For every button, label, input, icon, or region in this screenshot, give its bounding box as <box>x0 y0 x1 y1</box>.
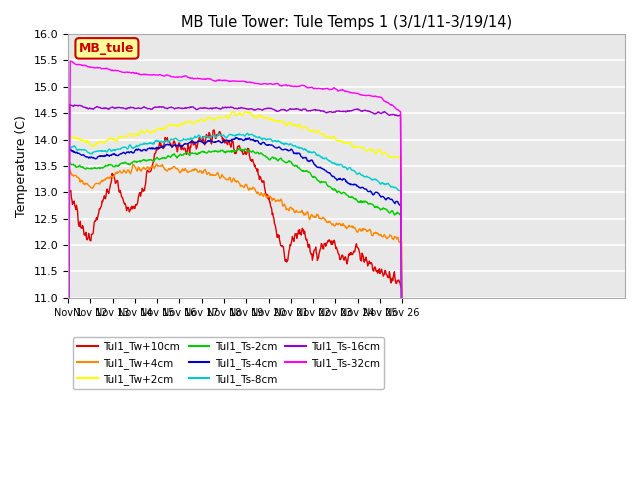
Tul1_Ts-4cm <box>262 142 269 147</box>
Line: Tul1_Ts-2cm: Tul1_Ts-2cm <box>68 148 402 480</box>
Tul1_Ts-16cm <box>64 433 72 439</box>
Tul1_Tw+2cm <box>262 115 269 121</box>
Tul1_Ts-2cm <box>150 159 158 165</box>
Tul1_Ts-2cm <box>288 161 296 167</box>
Tul1_Tw+10cm <box>288 238 296 244</box>
Tul1_Tw+10cm <box>216 129 223 134</box>
Line: Tul1_Tw+10cm: Tul1_Tw+10cm <box>68 130 402 480</box>
Tul1_Ts-2cm <box>262 153 269 159</box>
Tul1_Ts-16cm <box>262 106 269 112</box>
Tul1_Ts-16cm <box>216 106 223 111</box>
Tul1_Tw+4cm <box>398 400 406 406</box>
Tul1_Ts-2cm <box>398 478 406 480</box>
Tul1_Ts-2cm <box>235 145 243 151</box>
Tul1_Tw+10cm <box>316 246 324 252</box>
Tul1_Ts-4cm <box>398 472 406 478</box>
Tul1_Tw+4cm <box>216 176 223 181</box>
Tul1_Tw+2cm <box>398 443 406 449</box>
Text: MB_tule: MB_tule <box>79 42 134 55</box>
Tul1_Tw+2cm <box>316 131 324 136</box>
Tul1_Ts-2cm <box>64 448 72 454</box>
Tul1_Tw+4cm <box>153 161 161 167</box>
Tul1_Ts-4cm <box>150 145 158 151</box>
Tul1_Tw+4cm <box>288 206 296 212</box>
Tul1_Ts-8cm <box>316 154 324 159</box>
Tul1_Ts-4cm <box>216 138 223 144</box>
Y-axis label: Temperature (C): Temperature (C) <box>15 115 28 217</box>
Tul1_Tw+10cm <box>210 127 218 133</box>
Tul1_Ts-32cm <box>398 397 406 403</box>
Tul1_Ts-8cm <box>262 137 269 143</box>
Tul1_Ts-8cm <box>216 132 223 137</box>
Tul1_Tw+2cm <box>124 133 131 139</box>
Tul1_Tw+10cm <box>150 156 158 161</box>
Tul1_Tw+4cm <box>124 168 131 173</box>
Tul1_Ts-4cm <box>64 439 72 445</box>
Tul1_Ts-16cm <box>288 107 296 112</box>
Tul1_Ts-2cm <box>316 180 324 186</box>
Tul1_Tw+2cm <box>288 121 296 127</box>
Tul1_Ts-8cm <box>243 131 251 136</box>
Tul1_Ts-32cm <box>262 81 269 86</box>
Line: Tul1_Ts-8cm: Tul1_Ts-8cm <box>68 133 402 466</box>
Tul1_Tw+2cm <box>150 128 158 134</box>
Tul1_Ts-32cm <box>124 70 132 75</box>
Tul1_Ts-32cm <box>216 77 223 83</box>
Tul1_Ts-8cm <box>398 463 406 468</box>
Tul1_Tw+2cm <box>216 115 223 120</box>
Tul1_Ts-2cm <box>124 161 131 167</box>
Legend: Tul1_Tw+10cm, Tul1_Tw+4cm, Tul1_Tw+2cm, Tul1_Ts-2cm, Tul1_Ts-4cm, Tul1_Ts-8cm, T: Tul1_Tw+10cm, Tul1_Tw+4cm, Tul1_Tw+2cm, … <box>73 337 385 389</box>
Tul1_Ts-32cm <box>288 83 296 89</box>
Tul1_Ts-8cm <box>288 142 296 147</box>
Tul1_Tw+2cm <box>64 429 72 435</box>
Tul1_Ts-16cm <box>316 108 324 114</box>
Tul1_Ts-4cm <box>288 147 296 153</box>
Tul1_Ts-32cm <box>150 72 158 78</box>
Tul1_Ts-4cm <box>124 149 131 155</box>
Tul1_Ts-32cm <box>316 86 324 92</box>
Line: Tul1_Tw+2cm: Tul1_Tw+2cm <box>68 111 402 446</box>
Tul1_Ts-32cm <box>64 467 72 472</box>
Tul1_Tw+10cm <box>262 190 269 196</box>
Tul1_Ts-16cm <box>124 105 132 111</box>
Tul1_Ts-8cm <box>124 146 131 152</box>
Tul1_Ts-4cm <box>316 164 324 170</box>
Line: Tul1_Tw+4cm: Tul1_Tw+4cm <box>68 164 402 480</box>
Tul1_Ts-16cm <box>150 105 158 110</box>
Tul1_Ts-16cm <box>398 439 406 444</box>
Tul1_Ts-16cm <box>66 102 74 108</box>
Tul1_Tw+4cm <box>150 165 158 171</box>
Line: Tul1_Ts-32cm: Tul1_Ts-32cm <box>68 61 402 469</box>
Line: Tul1_Ts-16cm: Tul1_Ts-16cm <box>68 105 402 442</box>
Line: Tul1_Ts-4cm: Tul1_Ts-4cm <box>68 138 402 475</box>
Tul1_Ts-8cm <box>64 435 72 441</box>
Tul1_Ts-32cm <box>67 58 74 64</box>
Tul1_Tw+2cm <box>242 108 250 114</box>
Tul1_Tw+10cm <box>64 413 72 419</box>
Tul1_Tw+4cm <box>316 216 324 221</box>
Tul1_Tw+10cm <box>124 205 131 211</box>
Tul1_Ts-2cm <box>216 148 223 154</box>
Tul1_Tw+4cm <box>262 192 269 198</box>
Tul1_Ts-4cm <box>232 135 240 141</box>
Title: MB Tule Tower: Tule Temps 1 (3/1/11-3/19/14): MB Tule Tower: Tule Temps 1 (3/1/11-3/19… <box>181 15 512 30</box>
Tul1_Ts-8cm <box>150 141 158 147</box>
